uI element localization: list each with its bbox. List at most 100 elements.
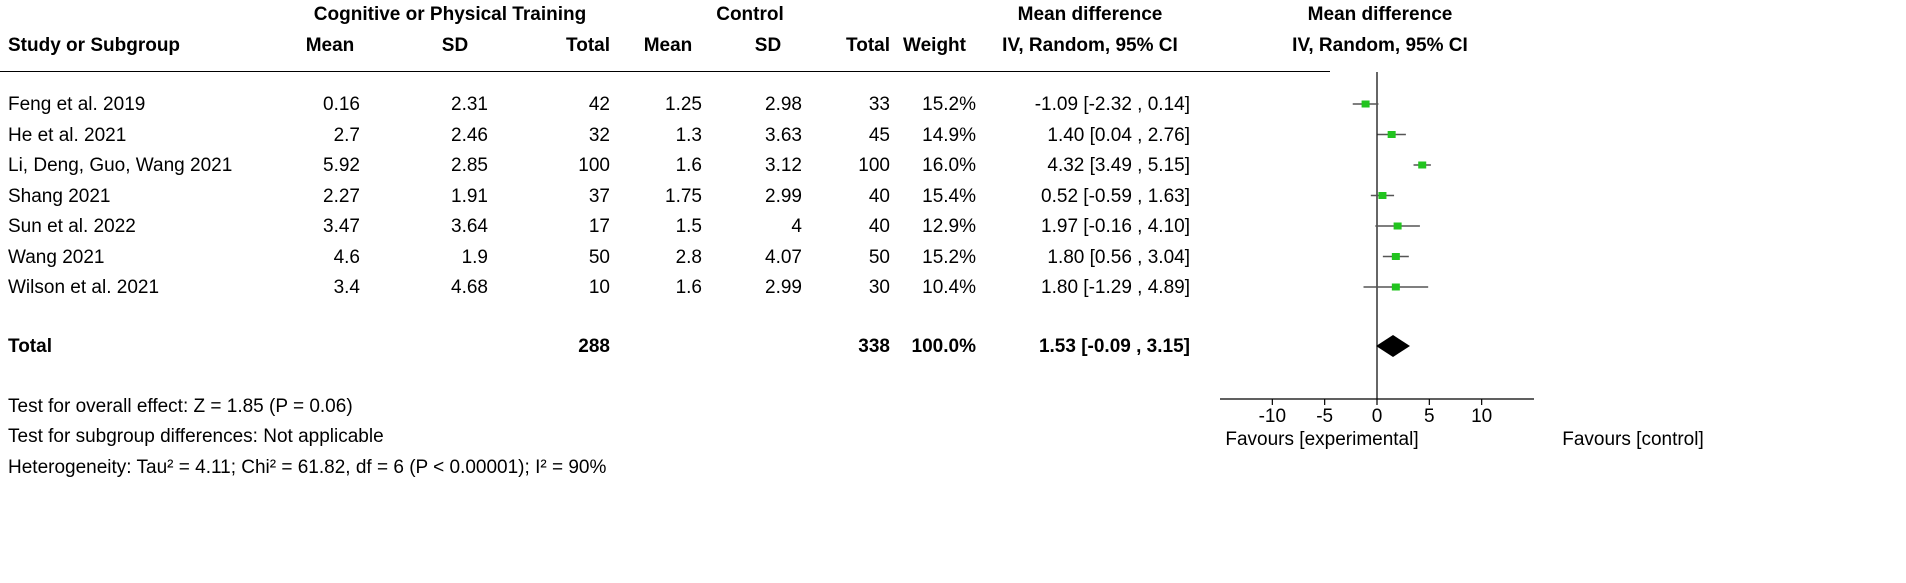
cell-exp-total: 10 [588,277,610,298]
cell-ctl-sd: 2.98 [765,94,802,115]
cell-weight: 12.9% [922,216,976,237]
cell-exp-mean: 2.7 [333,124,360,146]
cell-exp-sd: 3.64 [451,216,488,237]
heterogeneity-text: Heterogeneity: Tau² = 4.11; Chi² = 61.82… [8,457,607,478]
cell-exp-total: 42 [588,94,610,115]
cell-exp-mean: 2.27 [323,185,360,207]
cell-name: He et al. 2021 [8,124,127,146]
cell-exp-total: 50 [588,246,610,268]
cell-exp-sd: 2.85 [451,155,488,176]
cell-exp-sd: 1.9 [461,246,488,268]
cell-ctl-sd: 4.07 [765,246,802,268]
cell-ci: 1.80 [-1.29 , 4.89] [1041,277,1190,298]
overall-effect-text: Test for overall effect: Z = 1.85 (P = 0… [8,396,353,417]
cell-ctl-total: 100 [858,155,890,176]
x-tick-label: 5 [1424,406,1435,427]
cell-ci: 1.97 [-0.16 , 4.10] [1041,216,1190,237]
cell-name: Feng et al. 2019 [8,94,146,115]
cell-weight: 16.0% [922,155,976,176]
cell-ctl-total: 40 [868,216,890,237]
exp-sd-header: SD [441,35,469,56]
cell-ctl-sd: 2.99 [765,277,802,298]
cell-ctl-mean: 1.6 [675,277,702,298]
header-rule [0,71,1330,72]
md-column-header-bottom: IV, Random, 95% CI [1002,35,1178,56]
favours-left-label: Favours [experimental] [1225,429,1418,450]
cell-ctl-mean: 1.3 [675,124,702,146]
exp-mean-header: Mean [305,35,355,56]
cell-weight: 10.4% [922,277,976,298]
cell-ctl-total: 33 [868,94,890,115]
cell-ci: 4.32 [3.49 , 5.15] [1047,155,1190,176]
cell-exp-total: 17 [588,216,610,237]
point-marker [1387,131,1396,138]
cell-ci: -1.09 [-2.32 , 0.14] [1034,94,1190,115]
study-column-header: Study or Subgroup [8,35,181,56]
cell-exp-mean: 3.47 [323,216,360,237]
point-marker [1418,161,1427,169]
plot-header-top: Mean difference [1307,4,1453,25]
cell-ctl-total: 45 [868,124,890,146]
cell-exp-mean: 0.16 [323,94,360,115]
cell-exp-sd: 2.46 [451,124,488,146]
cell-exp-mean: 5.92 [323,155,360,176]
cell-weight: 15.2% [922,94,976,115]
plot-header-bottom: IV, Random, 95% CI [1292,35,1468,56]
cell-ctl-sd: 4 [791,216,802,237]
x-tick-label: -5 [1316,406,1333,427]
cell-ctl-mean: 1.75 [665,185,702,207]
cell-ctl-mean: 1.5 [675,216,702,237]
weight-header: Weight [903,35,966,56]
md-column-header-top: Mean difference [1017,4,1163,25]
cell-ctl-mean: 1.6 [675,155,702,176]
cell-exp-total: 32 [588,124,610,146]
total-label: Total [8,336,52,357]
total-ci: 1.53 [-0.09 , 3.15] [1038,336,1190,357]
cell-exp-total: 37 [588,185,610,207]
control-group-header: Control [716,4,784,25]
experimental-group-header: Cognitive or Physical Training [313,4,587,25]
cell-weight: 15.2% [922,246,976,268]
cell-exp-mean: 4.6 [333,246,360,268]
cell-ctl-sd: 2.99 [765,185,802,207]
ctl-mean-header: Mean [643,35,693,56]
cell-name: Wilson et al. 2021 [8,277,160,298]
cell-ctl-total: 30 [868,277,890,298]
cell-ctl-total: 50 [868,246,890,268]
subgroup-text: Test for subgroup differences: Not appli… [8,426,384,447]
exp-total-header: Total [566,35,610,56]
cell-ctl-mean: 1.25 [665,94,702,115]
point-marker [1361,100,1370,108]
ctl-sd-header: SD [754,35,782,56]
x-tick-label: 0 [1372,406,1383,427]
cell-name: Li, Deng, Guo, Wang 2021 [8,155,233,176]
cell-ctl-sd: 3.63 [765,124,802,146]
cell-weight: 15.4% [922,185,976,207]
x-tick-label: 10 [1471,406,1492,427]
cell-exp-mean: 3.4 [333,277,360,298]
cell-ci: 0.52 [-0.59 , 1.63] [1041,185,1190,207]
point-marker [1391,253,1400,260]
point-marker [1393,222,1402,230]
cell-name: Sun et al. 2022 [8,216,136,237]
x-tick-label: -10 [1259,406,1286,427]
cell-name: Wang 2021 [8,246,105,268]
point-marker [1391,283,1400,291]
cell-exp-sd: 1.91 [451,185,488,207]
cell-ctl-total: 40 [868,185,890,207]
cell-name: Shang 2021 [8,185,111,207]
ctl-total-header: Total [846,35,890,56]
total-exp-total: 288 [578,336,610,357]
point-marker [1378,192,1387,199]
cell-weight: 14.9% [922,124,976,146]
favours-right-label: Favours [control] [1562,429,1704,450]
total-weight: 100.0% [911,336,976,357]
pooled-diamond [1376,335,1410,357]
total-ctl-total: 338 [858,336,890,357]
cell-exp-total: 100 [578,155,610,176]
cell-exp-sd: 4.68 [451,277,488,298]
cell-ctl-mean: 2.8 [675,246,702,268]
cell-ci: 1.80 [0.56 , 3.04] [1047,246,1190,268]
cell-ci: 1.40 [0.04 , 2.76] [1047,124,1190,146]
